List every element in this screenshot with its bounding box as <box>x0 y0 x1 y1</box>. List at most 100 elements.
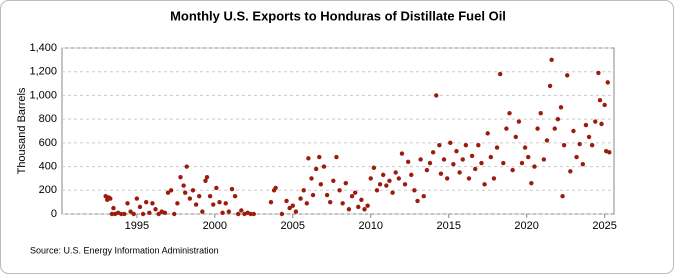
point <box>200 209 205 214</box>
point <box>268 199 274 205</box>
point <box>415 198 420 204</box>
point <box>197 194 202 199</box>
x-tick-label: 2005 <box>281 220 305 232</box>
point <box>438 171 444 176</box>
point <box>182 190 188 195</box>
point <box>236 211 241 217</box>
point <box>190 188 196 193</box>
point <box>434 93 439 98</box>
point <box>204 175 210 180</box>
point <box>313 166 319 172</box>
point <box>427 160 433 166</box>
point <box>128 209 133 214</box>
y-tick-label: 800 <box>39 113 57 125</box>
point <box>328 199 333 205</box>
point <box>482 182 487 187</box>
point <box>549 57 554 63</box>
point <box>532 164 537 169</box>
point <box>390 190 395 195</box>
x-tick-label: 2000 <box>203 220 227 232</box>
point <box>365 203 370 208</box>
point <box>108 196 113 201</box>
x-tick-label: 2015 <box>436 220 460 232</box>
point <box>377 182 383 187</box>
point <box>119 211 124 217</box>
y-tick-label: 1,400 <box>29 42 57 54</box>
point <box>273 185 278 191</box>
point <box>140 211 146 217</box>
point <box>516 119 522 124</box>
point <box>331 178 336 183</box>
point <box>184 164 189 169</box>
point <box>501 160 506 166</box>
point <box>232 194 238 199</box>
point <box>279 211 285 217</box>
point <box>444 176 450 181</box>
point <box>226 209 232 214</box>
point <box>473 166 478 172</box>
point <box>535 126 540 131</box>
x-tick-label: 2025 <box>592 220 616 232</box>
x-tick-label: 2010 <box>359 220 383 232</box>
point <box>334 154 339 160</box>
point <box>568 169 573 174</box>
point <box>424 167 430 173</box>
point <box>301 188 306 193</box>
point <box>168 188 174 193</box>
point <box>214 185 219 191</box>
point <box>529 180 534 186</box>
point <box>544 138 550 143</box>
point <box>178 175 183 180</box>
point <box>454 148 459 154</box>
point <box>441 157 447 162</box>
point <box>251 211 256 217</box>
point <box>605 80 610 85</box>
point <box>593 119 598 124</box>
point <box>580 162 586 167</box>
point <box>466 176 472 181</box>
point <box>513 134 518 140</box>
point <box>577 141 582 147</box>
point <box>387 178 392 183</box>
point <box>306 156 311 161</box>
point <box>153 207 158 212</box>
point <box>125 201 130 206</box>
point <box>318 182 324 187</box>
point <box>547 83 553 89</box>
point <box>402 182 408 187</box>
point <box>131 211 136 217</box>
point <box>122 211 127 217</box>
point <box>298 196 303 201</box>
point <box>526 154 531 160</box>
point <box>343 180 348 186</box>
y-tick-label: 1,000 <box>29 89 57 101</box>
point <box>561 143 567 148</box>
point <box>597 97 603 103</box>
point <box>560 194 565 199</box>
point <box>284 198 289 204</box>
point <box>589 143 595 148</box>
point <box>405 159 411 165</box>
point <box>111 205 116 211</box>
point <box>555 116 561 122</box>
x-tick-label: 1995 <box>125 220 149 232</box>
point <box>362 207 367 212</box>
point <box>538 111 543 116</box>
point <box>150 201 155 206</box>
y-tick-label: 200 <box>39 184 57 196</box>
point <box>460 157 465 162</box>
point <box>541 157 547 162</box>
chart-title: Monthly U.S. Exports to Honduras of Dist… <box>170 8 506 23</box>
point <box>519 160 525 166</box>
point <box>310 192 316 198</box>
point <box>396 176 402 181</box>
point <box>144 199 149 205</box>
point <box>448 140 453 146</box>
point <box>504 126 509 131</box>
point <box>346 207 352 212</box>
point <box>497 71 503 77</box>
point <box>479 160 484 166</box>
point <box>349 194 355 199</box>
point <box>203 178 208 183</box>
